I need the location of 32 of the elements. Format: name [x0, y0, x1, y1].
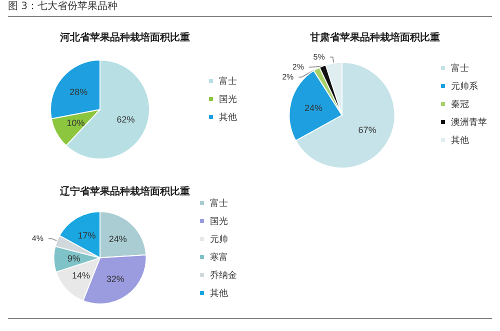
data-label: 28%: [70, 86, 88, 97]
data-label: 24%: [108, 234, 127, 244]
legend-label: 富士: [451, 63, 469, 73]
legend-label: 元帅: [210, 234, 228, 244]
data-label: 14%: [72, 270, 90, 281]
data-label: 10%: [66, 118, 85, 128]
data-label: 2%: [292, 62, 304, 72]
data-label: 62%: [116, 114, 135, 125]
chart-title: 辽宁省苹果品种栽培面积比重: [59, 186, 190, 198]
data-label: 9%: [67, 254, 80, 264]
legend-label: 其他: [210, 288, 228, 298]
legend-label: 澳洲青苹: [451, 117, 487, 127]
legend-label: 寒富: [210, 252, 228, 262]
legend-label: 秦冠: [451, 99, 469, 109]
legend-label: 乔纳金: [210, 270, 237, 280]
data-label: 5%: [313, 52, 325, 62]
legend-label: 其他: [219, 112, 237, 122]
data-label: 4%: [32, 234, 44, 244]
data-label: 67%: [358, 125, 376, 136]
caption: 图 3：七大省份苹果品种: [8, 0, 492, 17]
legend-label: 国光: [210, 216, 228, 226]
chart-title: 河北省苹果品种栽培面积比重: [59, 32, 190, 44]
data-label: 32%: [106, 274, 124, 284]
legend-label: 富士: [219, 76, 237, 86]
chart-title: 甘肃省苹果品种栽培面积比重: [309, 32, 440, 44]
legend-label: 元帅系: [451, 81, 478, 91]
legend-label: 富士: [210, 198, 228, 208]
data-label: 17%: [78, 230, 96, 240]
data-label: 2%: [282, 72, 294, 82]
data-label: 24%: [304, 102, 323, 113]
legend-label: 其他: [451, 135, 469, 145]
legend-label: 国光: [219, 94, 237, 104]
